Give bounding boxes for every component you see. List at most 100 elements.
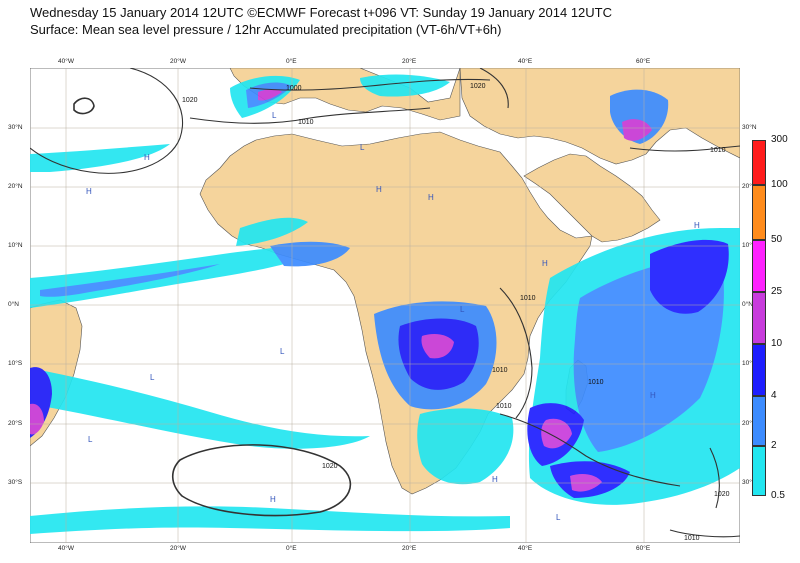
isobar-south-atlantic-high (171, 444, 352, 517)
precip-south-atlantic-band (30, 368, 370, 449)
isobar-1020-southeast (709, 447, 720, 509)
lat-label-left-4: 10°S (8, 360, 23, 367)
isobar-label: 1020 (470, 83, 486, 90)
isobar-1010-bottom (669, 529, 740, 538)
isobar-east-africa (499, 287, 533, 419)
middle-east-land (459, 68, 740, 165)
pressure-centre: L (272, 111, 277, 120)
isobar-label: 1010 (684, 535, 700, 542)
lon-label-top-1: 20°W (170, 58, 186, 65)
lat-label-left-5: 20°S (8, 420, 23, 427)
lon-label-bottom-5: 60°E (636, 545, 651, 552)
pressure-centre: H (86, 187, 92, 196)
isobar-1010-north (189, 107, 431, 124)
legend-swatch-100-50 (752, 185, 766, 240)
isobar-label: 1010 (492, 367, 508, 374)
isobar-1010-south (499, 413, 681, 487)
forecast-title: Wednesday 15 January 2014 12UTC ©ECMWF F… (30, 5, 612, 20)
lat-label-left-2: 10°N (8, 242, 23, 249)
pressure-centre: H (376, 185, 382, 194)
precip-tropical-atlantic-core (40, 264, 220, 297)
pressure-centre: L (556, 513, 561, 522)
precip-gulf-of-guinea (270, 241, 350, 267)
legend-swatch-2-0.5 (752, 446, 766, 496)
legend-label: 10 (771, 338, 783, 349)
graticule (30, 68, 740, 543)
pressure-centre: L (360, 143, 365, 152)
precip-south-africa (417, 408, 514, 485)
lat-label-right-2: 10°N (742, 242, 757, 249)
lon-label-top-5: 60°E (636, 58, 651, 65)
precip-west-africa-coast (236, 217, 308, 246)
isobar-azores-high (73, 97, 95, 115)
isobar-label: 1010 (520, 295, 536, 302)
lat-label-left-3: 0°N (8, 301, 19, 308)
pressure-centre: H (270, 495, 276, 504)
legend-label: 25 (771, 286, 783, 297)
precipitation-legend: 300 100 50 25 10 4 2 0.5 (752, 135, 798, 501)
pressure-centre-layer: L H H L H H L L L H L H H L H H (86, 111, 700, 522)
isobar-label: 1010 (588, 379, 604, 386)
pressure-centre: H (542, 259, 548, 268)
lat-label-left-6: 30°S (8, 479, 23, 486)
pressure-centre: H (492, 475, 498, 484)
isobar-mediterranean (249, 78, 491, 91)
precip-mediterranean (360, 74, 450, 97)
lon-label-top-4: 40°E (518, 58, 533, 65)
precip-congo-peak (421, 334, 454, 359)
pressure-centre: L (88, 435, 93, 444)
precip-brazil-peak (30, 403, 44, 435)
precip-north-atlantic (30, 144, 170, 172)
lat-label-right-1: 20°N (742, 183, 757, 190)
isobar-label: 1020 (322, 463, 338, 470)
lat-label-right-6: 30°S (742, 479, 757, 486)
isobar-label: 1010 (298, 119, 314, 126)
precip-persian-gulf-peak (622, 119, 652, 141)
map-header: Wednesday 15 January 2014 12UTC ©ECMWF F… (30, 4, 770, 38)
precip-indian-ocean-heavy (650, 239, 729, 314)
lat-label-right-5: 20°S (742, 420, 757, 427)
pressure-centre: L (280, 347, 285, 356)
lat-label-left-1: 20°N (8, 183, 23, 190)
precip-tropical-atlantic (30, 246, 320, 308)
legend-swatch-10-4 (752, 344, 766, 396)
arabia-land (523, 153, 661, 243)
lat-label-right-4: 10°S (742, 360, 757, 367)
legend-label: 300 (771, 134, 788, 145)
isobar-label: 1010 (710, 147, 726, 154)
isobar-arabia (629, 145, 740, 152)
precipitation-layer (30, 74, 740, 534)
lon-label-top-0: 40°W (58, 58, 74, 65)
lon-label-bottom-4: 40°E (518, 545, 533, 552)
precip-mozambique-peak (541, 418, 572, 449)
isobars (30, 68, 740, 538)
pressure-centre: H (650, 391, 656, 400)
isobar-label: 1020 (182, 97, 198, 104)
forecast-map: 1020 1010 1000 1010 1020 1020 1010 1010 … (8, 58, 757, 552)
legend-swatch-25-10 (752, 292, 766, 344)
lat-label-right-3: 0°N (742, 301, 753, 308)
isobar-label: 1020 (714, 491, 730, 498)
isobar-1020-north-east (479, 68, 509, 109)
legend-swatch-50-25 (752, 240, 766, 292)
lon-label-top-2: 0°E (286, 58, 297, 65)
legend-label: 50 (771, 234, 783, 245)
lon-label-bottom-3: 20°E (402, 545, 417, 552)
pressure-centre: H (694, 221, 700, 230)
lon-label-bottom-1: 20°W (170, 545, 186, 552)
isobar-label: 1000 (286, 85, 302, 92)
lat-label-left-0: 30°N (8, 124, 23, 131)
isobar-label-layer: 1020 1010 1000 1010 1020 1020 1010 1010 … (182, 83, 730, 542)
pressure-centre: L (150, 373, 155, 382)
field-description: Surface: Mean sea level pressure / 12hr … (30, 22, 502, 37)
legend-label: 100 (771, 179, 788, 190)
pressure-centre: L (460, 305, 465, 314)
lon-label-bottom-2: 0°E (286, 545, 297, 552)
lat-label-right-0: 30°N (742, 124, 757, 131)
lon-label-bottom-0: 40°W (58, 545, 74, 552)
isobar-label: 1010 (496, 403, 512, 410)
map-canvas: 1020 1010 1000 1010 1020 1020 1010 1010 … (30, 68, 740, 543)
legend-label: 2 (771, 440, 777, 451)
legend-label: 4 (771, 390, 777, 401)
legend-swatch-300-100 (752, 140, 766, 185)
